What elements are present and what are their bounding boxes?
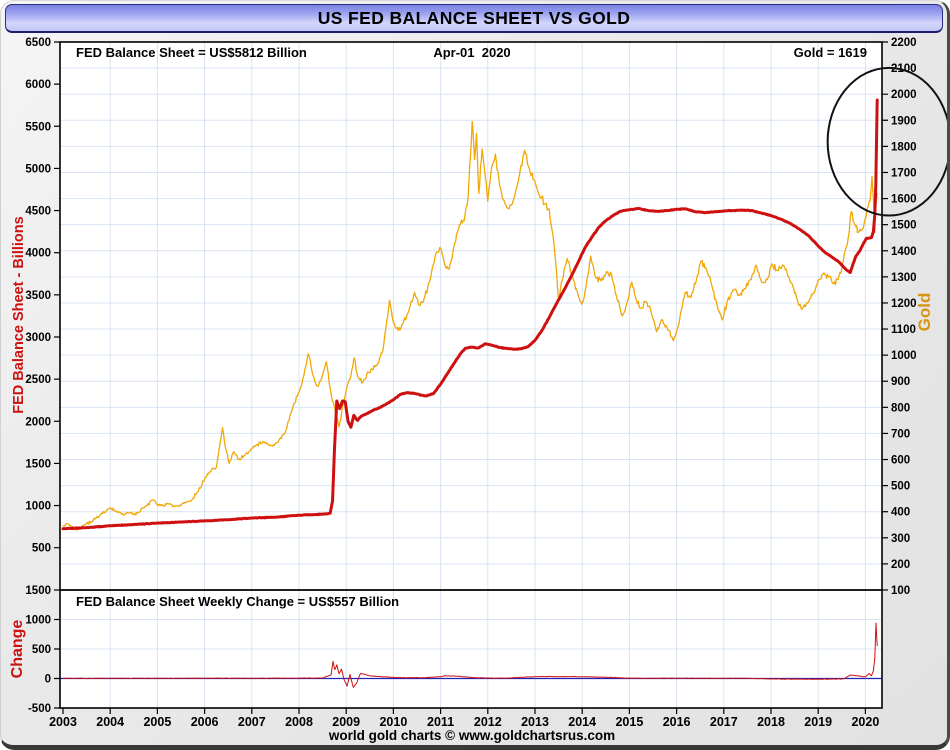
right-axis-tick-label: 600: [891, 455, 910, 467]
change-axis-tick-label: -500: [28, 703, 51, 715]
x-axis-tick-label: 2016: [663, 715, 691, 729]
change-value-annotation: FED Balance Sheet Weekly Change = US$557…: [76, 594, 400, 609]
x-axis-tick-label: 2003: [49, 715, 77, 729]
x-axis-tick-label: 2007: [238, 715, 266, 729]
left-axis-tick-label: 2000: [25, 416, 51, 428]
change-axis-tick-label: 500: [32, 644, 51, 656]
right-axis-tick-label: 100: [891, 585, 910, 597]
x-axis-tick-label: 2004: [96, 715, 124, 729]
x-axis-tick-label: 2013: [521, 715, 549, 729]
left-axis-tick-label: 3000: [25, 332, 51, 344]
right-axis-tick-label: 1400: [891, 246, 917, 258]
right-axis-tick-label: 300: [891, 533, 910, 545]
plot-frame: [59, 41, 883, 709]
fed-series-line: [61, 98, 879, 531]
right-axis-tick-label: 1000: [891, 350, 917, 362]
left-axis-tick-label: 1500: [25, 458, 51, 470]
x-axis-tick-label: 2020: [851, 715, 879, 729]
chart-title-bar: US FED BALANCE SHEET VS GOLD: [5, 4, 943, 33]
right-axis-tick-label: 400: [891, 507, 910, 519]
change-series-line: [62, 622, 878, 688]
right-axis-tick-label: 1600: [891, 194, 917, 206]
change-axis-tick-label: 1500: [25, 585, 51, 597]
right-axis-tick-label: 1800: [891, 141, 917, 153]
change-axis-tick-label: 0: [45, 674, 51, 686]
right-axis-tick-label: 500: [891, 481, 910, 493]
x-axis-tick-label: 2008: [285, 715, 313, 729]
x-axis-tick-label: 2005: [143, 715, 171, 729]
right-axis-tick-label: 700: [891, 428, 910, 440]
fed-value-annotation: FED Balance Sheet = US$5812 Billion: [76, 45, 307, 60]
right-axis-tick-label: 1500: [891, 220, 917, 232]
right-axis-tick-label: 800: [891, 402, 910, 414]
change-axis-title: Change: [9, 619, 26, 679]
right-axis-tick-label: 1100: [891, 324, 916, 336]
gold-series-line: [62, 120, 878, 531]
left-axis-tick-label: 5000: [25, 163, 51, 175]
highlight-circle: [826, 66, 947, 217]
x-axis-tick-label: 2014: [568, 715, 596, 729]
left-axis-tick-label: 1000: [25, 501, 51, 513]
right-axis-tick-label: 1300: [891, 272, 917, 284]
left-axis-tick-label: 4000: [25, 248, 51, 260]
x-axis-tick-label: 2006: [191, 715, 219, 729]
right-axis-tick-label: 2200: [891, 37, 917, 49]
footer-credit: world gold charts © www.goldchartsrus.co…: [328, 728, 616, 743]
left-axis-tick-label: 3500: [25, 290, 51, 302]
chart-title: US FED BALANCE SHEET VS GOLD: [317, 7, 631, 28]
x-axis-tick-label: 2011: [427, 715, 454, 729]
right-axis-title: Gold: [915, 292, 934, 332]
right-axis-tick-label: 1900: [891, 115, 917, 127]
x-axis-tick-label: 2012: [474, 715, 502, 729]
gold-value-annotation: Gold = 1619: [793, 45, 867, 60]
left-axis-tick-label: 2500: [25, 374, 51, 386]
left-axis-title: FED Balance Sheet - Billions: [11, 216, 27, 414]
left-axis-tick-label: 500: [32, 543, 51, 555]
right-axis-tick-label: 1200: [891, 298, 917, 310]
x-axis-tick-label: 2015: [615, 715, 643, 729]
x-axis-tick-label: 2009: [332, 715, 360, 729]
right-axis-tick-label: 1700: [891, 167, 917, 179]
left-axis-tick-label: 6000: [25, 79, 51, 91]
x-axis-tick-label: 2010: [379, 715, 407, 729]
right-axis-tick-label: 900: [891, 376, 910, 388]
x-axis-tick-label: 2019: [804, 715, 832, 729]
right-axis-tick-label: 2000: [891, 89, 917, 101]
left-axis-tick-label: 5500: [25, 121, 51, 133]
left-axis-tick-label: 6500: [25, 37, 51, 49]
right-axis-tick-label: 200: [891, 559, 910, 571]
date-annotation: Apr-01 2020: [433, 45, 511, 60]
left-axis-tick-label: 4500: [25, 206, 51, 218]
change-axis-tick-label: 1000: [25, 615, 51, 627]
x-axis-tick-label: 2017: [710, 715, 738, 729]
x-axis-tick-label: 2018: [757, 715, 785, 729]
